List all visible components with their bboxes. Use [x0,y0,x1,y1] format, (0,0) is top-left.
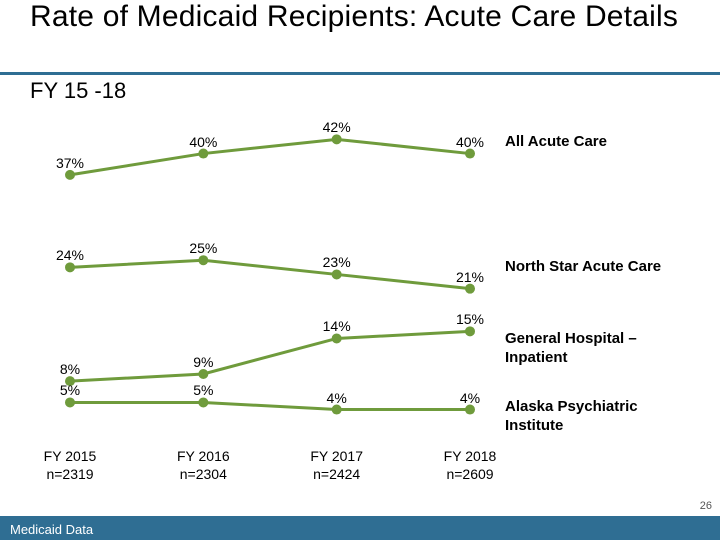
series-marker [65,397,75,407]
legend-label: North Star Acute Care [505,258,675,277]
data-label: 40% [189,134,217,150]
legend-label: All Acute Care [505,133,675,152]
series-line [70,260,470,288]
series-marker [332,134,342,144]
data-label: 4% [460,390,480,406]
series-marker [65,262,75,272]
x-axis-label-line2: n=2609 [444,466,497,484]
series-marker [198,369,208,379]
series-marker [198,149,208,159]
footer-text: Medicaid Data [10,522,93,537]
data-label: 37% [56,155,84,171]
data-label: 8% [60,361,80,377]
x-axis-label: FY 2016n=2304 [177,448,230,483]
series-line [70,331,470,381]
page-title: Rate of Medicaid Recipients: Acute Care … [30,0,678,35]
data-label: 24% [56,247,84,263]
data-label: 5% [60,382,80,398]
series-marker [465,405,475,415]
page-subtitle: FY 15 -18 [30,78,126,104]
x-axis-label-line1: FY 2016 [177,448,230,466]
data-label: 9% [193,354,213,370]
data-label: 42% [323,119,351,135]
series-line [70,402,470,409]
x-axis-label: FY 2015n=2319 [44,448,97,483]
series-marker [332,269,342,279]
data-label: 21% [456,269,484,285]
series-line [70,139,470,175]
page-number: 26 [700,500,712,512]
legend-label: Alaska Psychiatric Institute [505,398,675,436]
data-label: 14% [323,318,351,334]
x-axis-label: FY 2017n=2424 [310,448,363,483]
data-label: 5% [193,382,213,398]
x-axis-label-line2: n=2319 [44,466,97,484]
series-marker [198,397,208,407]
series-marker [465,326,475,336]
series-marker [332,333,342,343]
x-axis-label-line2: n=2424 [310,466,363,484]
data-label: 40% [456,134,484,150]
x-axis-label-line1: FY 2018 [444,448,497,466]
data-label: 23% [323,254,351,270]
data-label: 15% [456,311,484,327]
line-chart: 37% 40% 42% 40% All Acute Care 24% 25% 23% 21% No… [30,108,690,488]
x-axis-label: FY 2018n=2609 [444,448,497,483]
data-label: 25% [189,240,217,256]
footer-band [0,516,720,540]
x-axis-label-line1: FY 2017 [310,448,363,466]
series-marker [198,255,208,265]
x-axis-label-line2: n=2304 [177,466,230,484]
series-marker [332,405,342,415]
x-axis-label-line1: FY 2015 [44,448,97,466]
series-marker [65,170,75,180]
top-rule [0,72,720,75]
series-marker [465,149,475,159]
legend-label: General Hospital – Inpatient [505,330,675,368]
data-label: 4% [327,390,347,406]
series-marker [465,284,475,294]
